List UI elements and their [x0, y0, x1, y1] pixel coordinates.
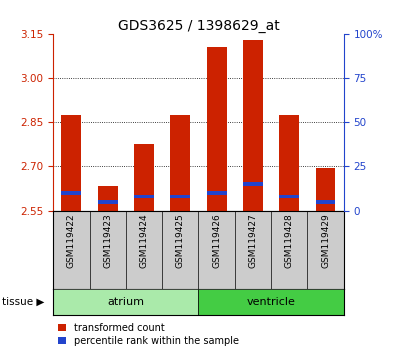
Text: GSM119426: GSM119426 — [212, 213, 221, 268]
Bar — [62, 191, 81, 195]
Text: GSM119422: GSM119422 — [67, 213, 76, 268]
Bar — [170, 195, 190, 198]
Text: GSM119427: GSM119427 — [248, 213, 258, 268]
Bar — [98, 200, 118, 204]
Legend: transformed count, percentile rank within the sample: transformed count, percentile rank withi… — [58, 323, 239, 346]
Text: GSM119423: GSM119423 — [103, 213, 112, 268]
Bar — [243, 182, 263, 186]
Bar — [134, 144, 154, 211]
Text: GSM119428: GSM119428 — [285, 213, 294, 268]
Bar — [207, 191, 227, 195]
Text: ventricle: ventricle — [246, 297, 295, 307]
Bar — [316, 168, 335, 211]
Bar — [207, 47, 227, 211]
Bar — [170, 115, 190, 211]
Bar — [279, 195, 299, 198]
Bar — [316, 200, 335, 204]
Bar — [243, 40, 263, 211]
Bar — [199, 289, 344, 315]
Text: tissue ▶: tissue ▶ — [2, 297, 44, 307]
Bar — [98, 185, 118, 211]
Title: GDS3625 / 1398629_at: GDS3625 / 1398629_at — [118, 19, 279, 33]
Bar — [134, 195, 154, 198]
Text: atrium: atrium — [107, 297, 145, 307]
Text: GSM119425: GSM119425 — [176, 213, 185, 268]
Text: GSM119424: GSM119424 — [139, 213, 149, 268]
Bar — [62, 115, 81, 211]
Text: GSM119429: GSM119429 — [321, 213, 330, 268]
Bar — [279, 115, 299, 211]
Bar — [53, 289, 199, 315]
